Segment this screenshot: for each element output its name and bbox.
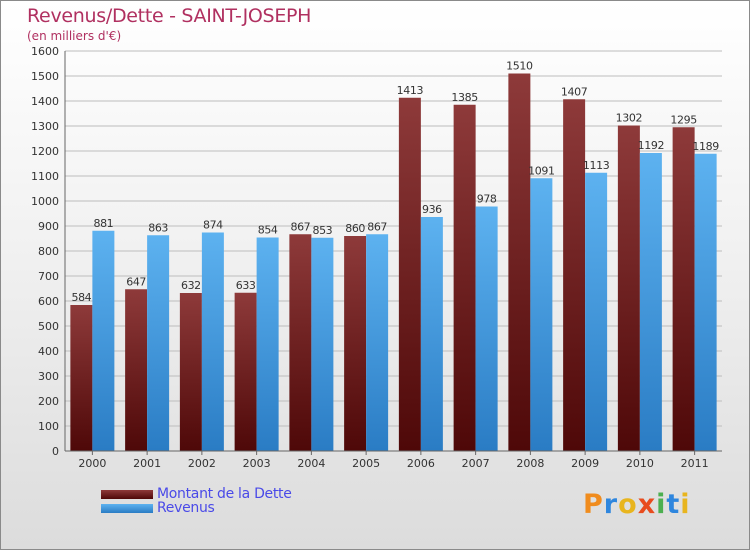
bar-revenue xyxy=(639,153,662,451)
y-tick-label: 1100 xyxy=(31,170,59,183)
data-label: 1189 xyxy=(692,140,719,153)
data-label: 881 xyxy=(93,217,113,230)
y-tick-label: 1200 xyxy=(31,145,59,158)
bar-debt xyxy=(563,99,586,451)
bar-revenue xyxy=(311,237,334,451)
data-label: 1510 xyxy=(506,60,533,73)
x-tick-label: 2004 xyxy=(297,457,325,470)
bar-debt xyxy=(289,234,312,451)
x-tick-label: 2011 xyxy=(681,457,709,470)
bar-revenue xyxy=(92,230,115,451)
bar-revenue xyxy=(475,206,498,451)
data-label: 867 xyxy=(367,220,387,233)
x-tick-label: 2008 xyxy=(516,457,544,470)
data-label: 632 xyxy=(181,279,201,292)
y-tick-label: 500 xyxy=(38,320,59,333)
bar-debt xyxy=(70,305,93,451)
y-tick-label: 1300 xyxy=(31,120,59,133)
bar-revenue xyxy=(530,178,553,451)
y-tick-label: 1500 xyxy=(31,70,59,83)
y-tick-label: 300 xyxy=(38,370,59,383)
data-label: 647 xyxy=(126,275,146,288)
x-tick-label: 2007 xyxy=(462,457,490,470)
y-tick-label: 100 xyxy=(38,420,59,433)
bar-revenue xyxy=(366,234,389,451)
y-tick-label: 1400 xyxy=(31,95,59,108)
bar-debt xyxy=(672,127,695,451)
data-label: 978 xyxy=(477,193,497,206)
data-label: 867 xyxy=(290,220,310,233)
data-label: 584 xyxy=(71,291,91,304)
data-label: 863 xyxy=(148,221,168,234)
data-label: 860 xyxy=(345,222,365,235)
y-tick-label: 0 xyxy=(52,445,59,458)
bar-revenue xyxy=(147,235,170,451)
logo-letter: i xyxy=(656,489,667,520)
logo-letter: x xyxy=(637,489,657,520)
data-label: 874 xyxy=(203,219,223,232)
x-tick-label: 2009 xyxy=(571,457,599,470)
x-tick-label: 2003 xyxy=(243,457,271,470)
data-label: 853 xyxy=(312,224,332,237)
legend-label-revenue: Revenus xyxy=(157,500,215,516)
bar-debt xyxy=(179,293,202,451)
y-tick-label: 1000 xyxy=(31,195,59,208)
chart-legend: Montant de la Dette Revenus xyxy=(101,487,292,515)
chart-title: Revenus/Dette - SAINT-JOSEPH xyxy=(27,5,312,27)
bar-debt xyxy=(234,292,257,451)
y-tick-label: 1600 xyxy=(31,45,59,58)
logo-letter: t xyxy=(666,489,681,520)
x-tick-label: 2010 xyxy=(626,457,654,470)
data-label: 1407 xyxy=(561,85,588,98)
y-tick-label: 400 xyxy=(38,345,59,358)
data-label: 1113 xyxy=(583,159,610,172)
bar-debt xyxy=(125,289,148,451)
legend-swatch-debt xyxy=(101,489,153,499)
x-tick-label: 2000 xyxy=(78,457,106,470)
data-label: 633 xyxy=(236,279,256,292)
bar-revenue xyxy=(256,237,279,451)
bar-debt xyxy=(617,125,640,451)
y-tick-label: 700 xyxy=(38,270,59,283)
y-tick-label: 600 xyxy=(38,295,59,308)
legend-item-revenue: Revenus xyxy=(101,501,292,515)
logo-letter: o xyxy=(618,489,638,520)
x-tick-label: 2001 xyxy=(133,457,161,470)
data-label: 1091 xyxy=(528,164,554,177)
bar-debt xyxy=(398,97,421,451)
legend-label-debt: Montant de la Dette xyxy=(157,486,292,502)
chart-subtitle: (en milliers d'€) xyxy=(27,29,122,43)
bar-debt xyxy=(508,73,531,451)
legend-swatch-revenue xyxy=(101,503,153,513)
data-label: 1302 xyxy=(616,112,642,125)
bar-revenue xyxy=(585,172,608,451)
y-tick-label: 900 xyxy=(38,220,59,233)
legend-item-debt: Montant de la Dette xyxy=(101,487,292,501)
x-tick-label: 2002 xyxy=(188,457,216,470)
data-label: 1295 xyxy=(670,113,697,126)
data-label: 854 xyxy=(258,224,278,237)
data-label: 1192 xyxy=(638,139,664,152)
bar-debt xyxy=(344,236,367,451)
proxiti-logo: Proxiti xyxy=(583,489,691,520)
bar-revenue xyxy=(420,217,443,451)
bar-revenue xyxy=(201,232,224,451)
data-label: 936 xyxy=(422,203,442,216)
x-tick-label: 2005 xyxy=(352,457,380,470)
x-tick-label: 2006 xyxy=(407,457,435,470)
y-tick-label: 200 xyxy=(38,395,59,408)
logo-letter: r xyxy=(603,489,619,520)
bar-revenue xyxy=(694,153,717,451)
data-label: 1385 xyxy=(451,91,478,104)
bar-debt xyxy=(453,104,476,451)
y-tick-label: 800 xyxy=(38,245,59,258)
logo-letter: P xyxy=(583,489,604,520)
data-label: 1413 xyxy=(397,84,424,97)
logo-letter: i xyxy=(680,489,691,520)
